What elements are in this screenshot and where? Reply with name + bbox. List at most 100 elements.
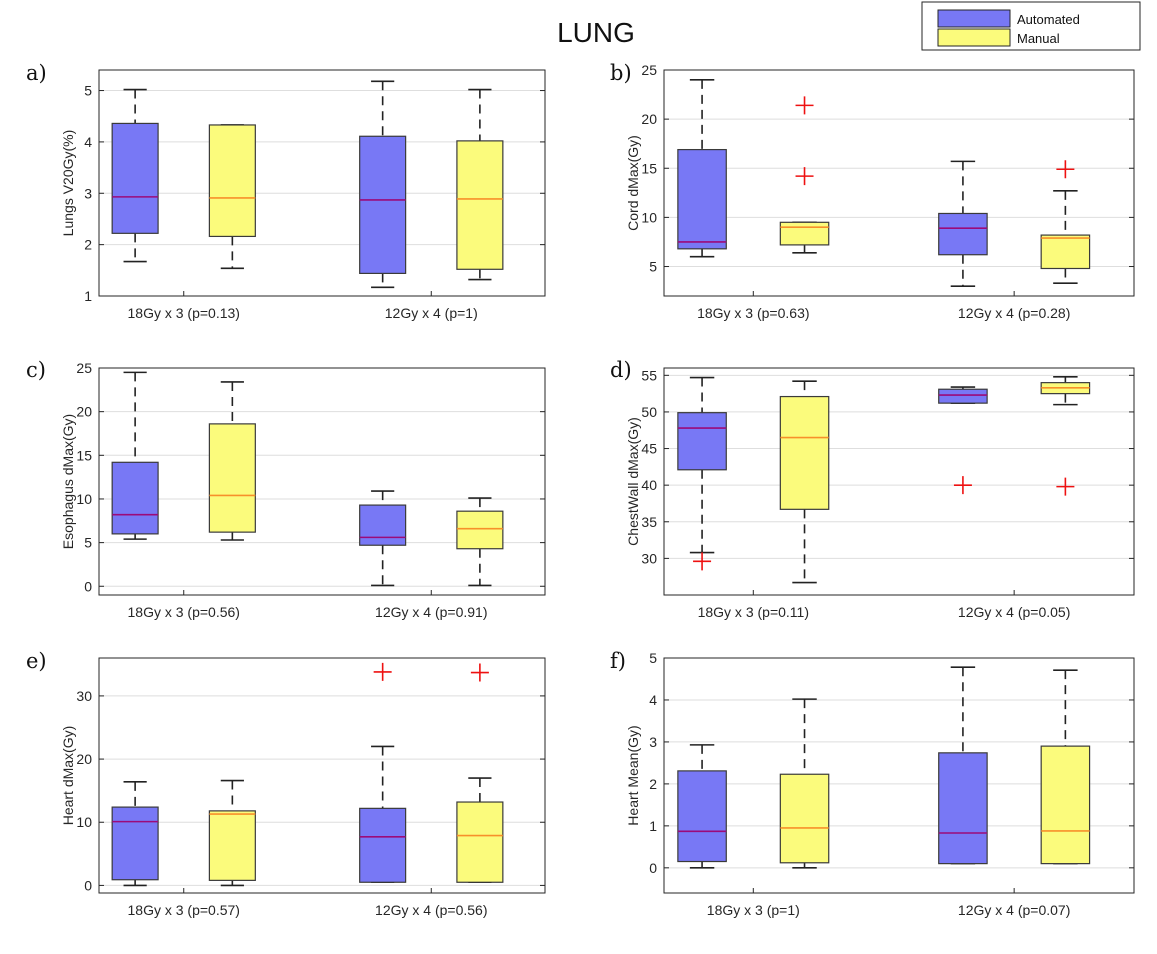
axes-frame: [663, 657, 1135, 894]
box-automated-2: [938, 386, 988, 495]
box-body: [359, 135, 407, 275]
box-manual-2: [1040, 669, 1091, 865]
box-manual-2: [456, 497, 504, 587]
box-body: [111, 806, 159, 881]
box-automated-2: [359, 662, 407, 884]
box-automated-1: [677, 79, 727, 258]
panel-letter: e): [26, 649, 47, 673]
panel-b: 5 10 15 20 25 18Gy x 3 (p=0.63) 12Gy x 4 (p=0.…: [610, 61, 1135, 321]
legend-label-manual: Manual: [1017, 31, 1060, 46]
legend: Automated Manual: [921, 1, 1141, 51]
y-tick-label: 5: [84, 83, 92, 99]
panel-c: 0 5 10 15 20 25 18Gy x 3 (p=0.56) 12Gy x 4 (p=0…: [26, 358, 546, 620]
outlier-marker: [693, 552, 712, 571]
panel-letter: f): [610, 649, 626, 673]
panel-d: 30 35 40 45 50 55 18Gy x 3 (p=0.11) 12Gy x 4 (p…: [610, 358, 1135, 620]
x-tick-label: 12Gy x 4 (p=0.56): [375, 902, 487, 918]
box-manual-1: [208, 779, 256, 887]
box-automated-1: [677, 744, 727, 869]
box-body: [938, 388, 988, 404]
y-tick-label: 10: [641, 209, 657, 225]
outlier-marker: [373, 662, 392, 681]
panel-e: 0 10 20 30 18Gy x 3 (p=0.57) 12Gy x 4 (p=0.56…: [26, 649, 546, 918]
plot-area: [664, 368, 1134, 595]
box-body: [779, 773, 830, 864]
box-manual-2: [1040, 160, 1091, 285]
panel-f: 0 1 2 3 4 5 18Gy x 3 (p=1) 12Gy x 4 (p=0.07) Hea…: [610, 649, 1135, 918]
x-tick-label: 12Gy x 4 (p=0.05): [958, 604, 1070, 620]
x-tick-label: 18Gy x 3 (p=0.63): [697, 305, 809, 321]
axes-frame: [663, 367, 1135, 596]
y-tick-label: 55: [641, 367, 657, 383]
panel-letter: d): [610, 358, 632, 382]
x-tick-label: 18Gy x 3 (p=0.57): [128, 902, 240, 918]
y-tick-label: 25: [76, 360, 92, 376]
box-manual-1: [779, 698, 830, 869]
axes-frame: [98, 367, 546, 596]
outlier-marker: [795, 96, 814, 115]
box-manual-2: [1040, 375, 1091, 496]
legend-label-automated: Automated: [1017, 12, 1080, 27]
y-axis-label: Lungs V20Gy(%): [60, 130, 76, 237]
box-automated-2: [359, 490, 407, 587]
box-body: [677, 412, 727, 471]
y-tick-label: 2: [649, 776, 657, 792]
y-tick-label: 15: [641, 160, 657, 176]
y-tick-label: 4: [649, 692, 657, 708]
x-tick-label: 18Gy x 3 (p=0.11): [698, 604, 809, 620]
box-body: [208, 423, 256, 533]
y-axis-label: Heart dMax(Gy): [60, 726, 76, 826]
y-tick-label: 5: [84, 535, 92, 551]
y-tick-label: 15: [76, 447, 92, 463]
y-tick-label: 1: [649, 818, 657, 834]
box-body: [677, 770, 727, 863]
axes-frame: [98, 657, 546, 894]
y-tick-label: 30: [641, 550, 657, 566]
y-tick-label: 4: [84, 134, 92, 150]
legend-swatch-manual: [937, 28, 1011, 47]
box-body: [779, 395, 830, 510]
box-manual-1: [779, 380, 830, 584]
outlier-marker: [795, 167, 814, 186]
x-tick-label: 18Gy x 3 (p=0.13): [128, 305, 240, 321]
box-body: [1040, 745, 1091, 865]
y-tick-label: 5: [649, 259, 657, 275]
y-axis-label: Heart Mean(Gy): [625, 725, 641, 825]
plot-area: [99, 368, 545, 595]
box-body: [1040, 234, 1091, 270]
figure-title: LUNG: [557, 17, 635, 48]
y-tick-label: 10: [76, 814, 92, 830]
box-automated-1: [677, 376, 727, 571]
box-manual-2: [456, 663, 504, 884]
box-body: [456, 140, 504, 270]
y-tick-label: 0: [649, 860, 657, 876]
box-body: [359, 807, 407, 883]
box-manual-2: [456, 88, 504, 281]
y-tick-label: 35: [641, 514, 657, 530]
box-body: [111, 122, 159, 234]
x-tick-label: 18Gy x 3 (p=1): [707, 902, 800, 918]
y-tick-label: 45: [641, 441, 657, 457]
y-tick-label: 50: [641, 404, 657, 420]
x-tick-label: 18Gy x 3 (p=0.56): [128, 604, 240, 620]
box-body: [111, 461, 159, 535]
legend-swatch-automated: [937, 9, 1011, 28]
box-body: [779, 221, 830, 246]
panel-letter: c): [26, 358, 46, 382]
y-tick-label: 10: [76, 491, 92, 507]
x-tick-label: 12Gy x 4 (p=0.28): [958, 305, 1070, 321]
y-axis-label: Cord dMax(Gy): [625, 135, 641, 231]
box-automated-1: [111, 781, 159, 887]
box-automated-2: [938, 160, 988, 287]
y-axis-label: ChestWall dMax(Gy): [625, 417, 641, 546]
box-body: [938, 212, 988, 256]
box-automated-1: [111, 88, 159, 263]
box-manual-1: [208, 124, 256, 270]
box-automated-2: [359, 80, 407, 289]
box-body: [359, 504, 407, 546]
box-manual-1: [208, 381, 256, 541]
box-body: [208, 810, 256, 881]
y-tick-label: 3: [649, 734, 657, 750]
y-tick-label: 30: [76, 688, 92, 704]
